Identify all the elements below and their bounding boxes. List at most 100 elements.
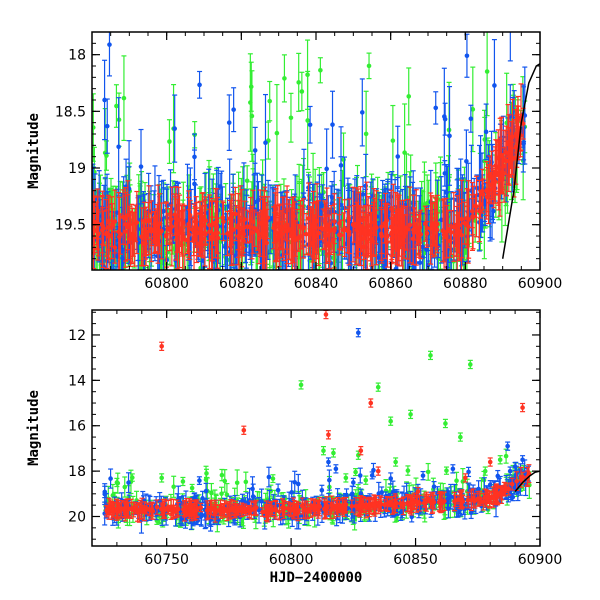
top-point bbox=[440, 199, 446, 263]
bottom-point bbox=[171, 475, 177, 498]
top-point bbox=[484, 161, 490, 220]
top-point bbox=[220, 202, 226, 242]
top-point bbox=[384, 202, 390, 239]
bottom-point bbox=[369, 471, 375, 480]
bottom-point bbox=[211, 503, 217, 517]
bottom-x-tick-label: 60750 bbox=[144, 552, 189, 568]
top-point bbox=[129, 207, 135, 263]
top-point bbox=[122, 186, 128, 262]
bottom-outlier-point bbox=[159, 341, 165, 351]
bottom-point bbox=[477, 490, 483, 507]
bottom-model-curve bbox=[514, 470, 540, 492]
bottom-point bbox=[349, 499, 355, 513]
top-point bbox=[214, 201, 220, 253]
bottom-point bbox=[216, 504, 222, 517]
top-point bbox=[92, 202, 96, 255]
bottom-point bbox=[281, 501, 287, 516]
top-data-points bbox=[92, 32, 528, 270]
bottom-y-tick-label: 12 bbox=[68, 328, 86, 344]
bottom-point bbox=[126, 472, 132, 494]
top-point bbox=[328, 205, 334, 256]
top-point bbox=[94, 207, 100, 239]
top-point bbox=[103, 198, 109, 270]
bottom-point bbox=[198, 502, 204, 513]
bottom-point bbox=[357, 467, 363, 484]
bottom-outlier-point bbox=[355, 328, 361, 338]
bottom-point bbox=[104, 506, 110, 518]
top-point bbox=[254, 211, 260, 251]
top-point bbox=[121, 55, 127, 142]
bottom-point bbox=[270, 474, 276, 484]
top-point bbox=[480, 178, 486, 211]
top-point bbox=[330, 90, 336, 159]
bottom-point bbox=[466, 466, 472, 478]
bottom-outlier-point bbox=[427, 350, 433, 361]
bottom-point bbox=[485, 490, 491, 505]
bottom-outlier-point bbox=[375, 466, 381, 476]
bottom-y-tick-label: 14 bbox=[68, 373, 86, 389]
bottom-point bbox=[122, 476, 128, 498]
bottom-outlier-point bbox=[420, 470, 426, 481]
top-point bbox=[231, 87, 237, 133]
top-y-axis-label: Magnitude bbox=[26, 113, 42, 189]
bottom-point bbox=[303, 500, 309, 520]
top-y-tick-label: 18.5 bbox=[55, 104, 86, 120]
top-point bbox=[395, 125, 401, 188]
bottom-outlier-point bbox=[462, 473, 468, 483]
top-point bbox=[500, 153, 506, 191]
bottom-point bbox=[193, 500, 199, 521]
top-point bbox=[346, 215, 352, 255]
top-point bbox=[172, 94, 178, 163]
top-point bbox=[165, 212, 171, 245]
bottom-point bbox=[363, 497, 369, 519]
bottom-point bbox=[510, 492, 516, 502]
bottom-y-tick-label: 16 bbox=[68, 419, 86, 435]
bottom-outlier-point bbox=[442, 418, 448, 429]
bottom-point bbox=[382, 499, 388, 511]
bottom-point bbox=[239, 502, 245, 517]
top-point bbox=[464, 188, 470, 249]
top-point bbox=[92, 93, 96, 162]
bottom-point bbox=[405, 496, 411, 513]
top-point bbox=[249, 70, 255, 162]
bottom-point bbox=[270, 505, 276, 516]
top-point bbox=[232, 186, 238, 242]
top-point bbox=[462, 201, 468, 245]
bottom-point bbox=[275, 483, 281, 497]
bottom-point bbox=[324, 496, 330, 516]
bottom-outlier-point bbox=[388, 416, 394, 426]
bottom-outlier-point bbox=[520, 455, 526, 465]
top-point bbox=[422, 205, 428, 242]
top-point bbox=[134, 190, 140, 255]
bottom-point bbox=[405, 465, 411, 476]
bottom-point bbox=[266, 466, 272, 488]
bottom-point bbox=[319, 484, 325, 496]
bottom-outlier-point bbox=[467, 359, 473, 370]
bottom-outlier-point bbox=[415, 486, 421, 497]
top-point bbox=[483, 103, 489, 161]
top-point bbox=[139, 207, 145, 267]
top-point bbox=[300, 208, 306, 247]
bottom-point bbox=[371, 494, 377, 516]
bottom-outlier-point bbox=[497, 455, 503, 465]
top-point bbox=[252, 209, 258, 248]
top-point bbox=[227, 199, 233, 237]
top-point bbox=[406, 67, 412, 126]
top-point bbox=[317, 57, 323, 84]
top-point bbox=[277, 203, 283, 251]
top-point bbox=[368, 211, 374, 267]
top-point bbox=[398, 199, 404, 267]
top-point bbox=[454, 195, 460, 270]
bottom-x-tick-label: 60900 bbox=[518, 552, 563, 568]
bottom-point bbox=[273, 500, 279, 520]
bottom-point bbox=[135, 502, 141, 522]
bottom-outlier-point bbox=[457, 432, 463, 442]
top-x-tick-label: 60820 bbox=[219, 276, 264, 292]
top-point bbox=[178, 218, 184, 246]
top-x-tick-label: 60840 bbox=[294, 276, 339, 292]
bottom-point bbox=[353, 468, 359, 477]
bottom-point bbox=[129, 473, 135, 482]
top-point bbox=[265, 121, 271, 160]
top-point bbox=[262, 93, 268, 192]
